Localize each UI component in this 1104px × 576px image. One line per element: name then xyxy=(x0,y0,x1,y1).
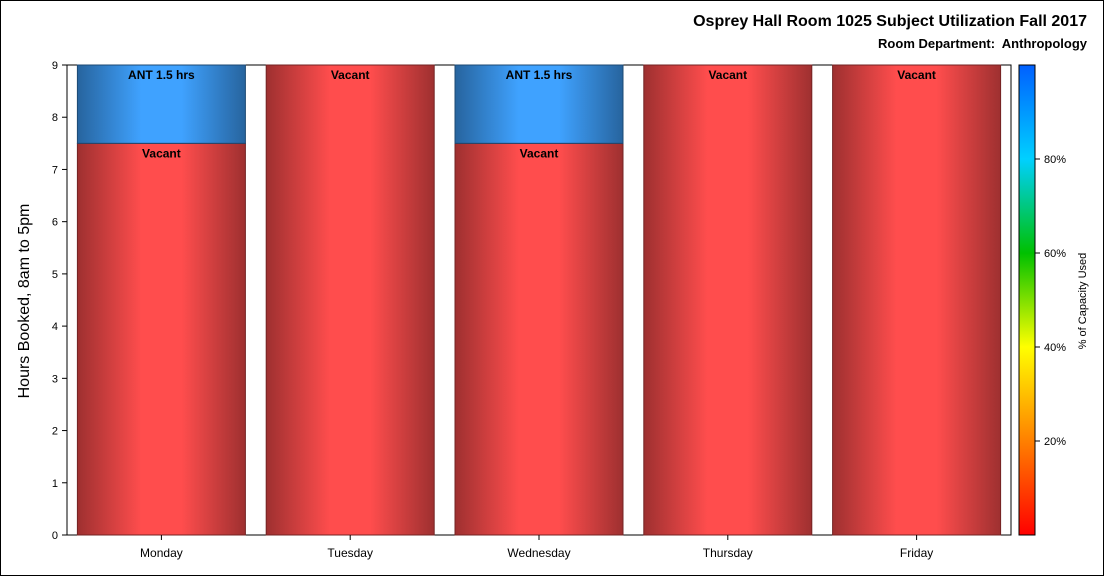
x-tick-label: Wednesday xyxy=(507,546,570,560)
bar-segment xyxy=(832,64,1002,536)
chart-subtitle: Room Department: Anthropology xyxy=(878,36,1087,51)
y-tick-label: 4 xyxy=(52,321,58,333)
y-tick-label: 7 xyxy=(52,164,58,176)
colorbar-tick-label: 60% xyxy=(1044,248,1066,260)
y-tick-label: 1 xyxy=(52,478,58,490)
bar-segment xyxy=(265,64,435,536)
bar-segment xyxy=(76,64,246,144)
colorbar-tick-label: 80% xyxy=(1044,154,1066,166)
plot-area: 0 1 2 3 4 5 6 7 8 9 Vacant ANT 1.5 hrs Monday Vacant T… xyxy=(52,60,1012,560)
bar-segment xyxy=(454,64,624,144)
bar-segment-label: Vacant xyxy=(897,68,936,82)
y-tick-label: 9 xyxy=(52,60,58,72)
x-tick-label: Tuesday xyxy=(327,546,373,560)
bar-segment-label: Vacant xyxy=(331,68,370,82)
x-tick-label: Monday xyxy=(140,546,183,560)
bar-segment xyxy=(643,64,813,536)
x-tick-label: Friday xyxy=(900,546,933,560)
bar-segment xyxy=(76,142,246,536)
colorbar-tick-label: 40% xyxy=(1044,342,1066,354)
y-tick-label: 8 xyxy=(52,112,58,124)
y-tick-label: 2 xyxy=(52,426,58,438)
colorbar-scale xyxy=(1018,64,1036,536)
x-tick-label: Thursday xyxy=(703,546,753,560)
bar-segment-label: ANT 1.5 hrs xyxy=(128,68,195,82)
y-tick-label: 5 xyxy=(52,269,58,281)
y-tick-label: 3 xyxy=(52,373,58,385)
bar-segment-label: ANT 1.5 hrs xyxy=(506,68,573,82)
colorbar: 20% 40% 60% 80% xyxy=(1018,64,1066,536)
bar-segment-label: Vacant xyxy=(708,68,747,82)
bar-segment-label: Vacant xyxy=(142,146,181,160)
colorbar-tick-label: 20% xyxy=(1044,436,1066,448)
bar-segment-label: Vacant xyxy=(520,146,559,160)
y-tick-label: 6 xyxy=(52,217,58,229)
chart-title: Osprey Hall Room 1025 Subject Utilizatio… xyxy=(693,13,1087,30)
bar-segment xyxy=(454,142,624,536)
y-tick-label: 0 xyxy=(52,530,58,542)
